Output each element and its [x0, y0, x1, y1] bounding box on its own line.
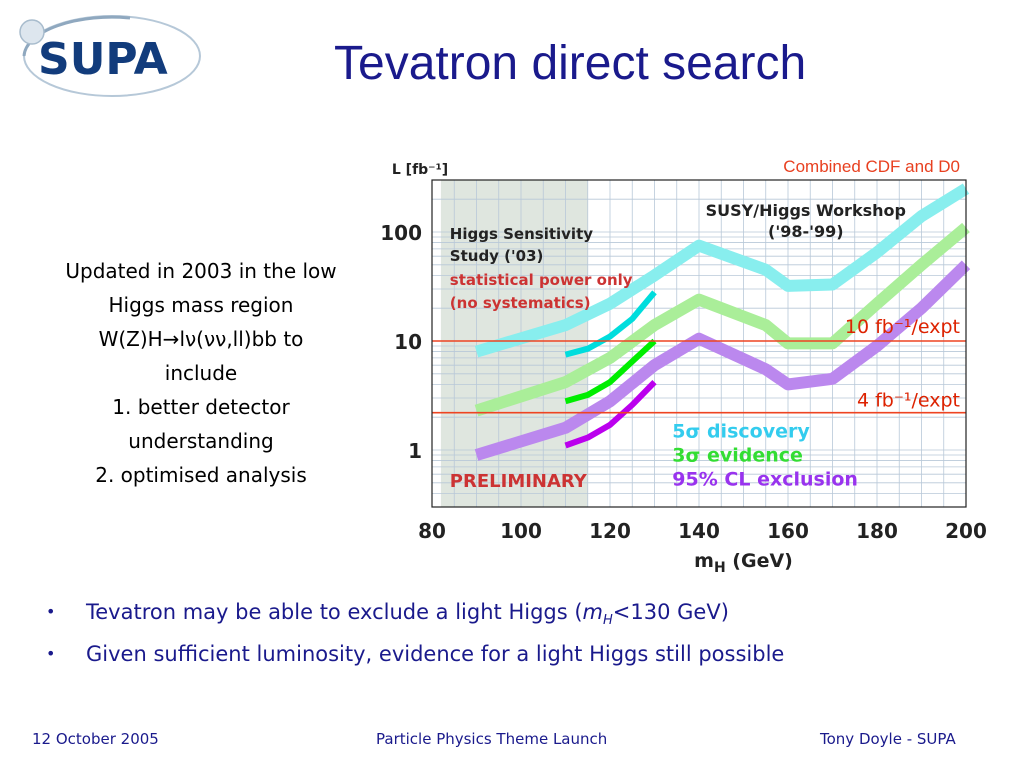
bullet-text: Given sufficient luminosity, evidence fo… — [86, 642, 785, 666]
x-tick-label: 180 — [856, 519, 898, 543]
description-line: Updated in 2003 in the low — [65, 259, 337, 283]
combined-label: Combined CDF and D0 — [783, 157, 960, 176]
footer-event: Particle Physics Theme Launch — [376, 730, 608, 748]
description-line: include — [164, 361, 238, 385]
bullet-text: Tevatron may be able to exclude a light … — [86, 600, 729, 628]
plot-frame — [431, 179, 967, 508]
study-label-1: Higgs Sensitivity — [450, 225, 593, 243]
study-label-2: Study ('03) — [450, 247, 544, 265]
bullet-text-pre: Tevatron may be able to exclude a light … — [86, 600, 583, 624]
description-line: W(Z)H→lν(νν,ll)bb to — [98, 327, 304, 351]
y-axis-label: L [fb⁻¹] — [392, 162, 448, 178]
bullet-list: • Tevatron may be able to exclude a ligh… — [46, 596, 785, 680]
preliminary-label: PRELIMINARY — [450, 471, 588, 492]
footer-date: 12 October 2005 — [32, 730, 159, 748]
bullet-text-em: m — [582, 600, 604, 624]
bullet-item: • Tevatron may be able to exclude a ligh… — [46, 596, 784, 638]
series-band-1 — [474, 222, 970, 417]
y-tick-label: 1 — [408, 439, 422, 463]
y-tick-label: 100 — [380, 221, 422, 245]
legend-entry: 95% CL exclusion — [672, 468, 858, 490]
bullet-text-sub: H — [603, 613, 613, 629]
y-tick-label: 10 — [394, 330, 422, 354]
line-10fb-label: 10 fb⁻¹/expt — [845, 316, 960, 338]
x-tick-label: 80 — [418, 519, 446, 543]
line-4fb-label: 4 fb⁻¹/expt — [857, 390, 960, 412]
x-tick-label: 200 — [945, 519, 987, 543]
workshop-label-1: SUSY/Higgs Workshop — [706, 201, 906, 220]
workshop-label-2: ('98-'99) — [768, 222, 844, 241]
x-axis-label: mH (GeV) — [694, 550, 793, 576]
legend-entry: 5σ discovery — [672, 420, 810, 442]
legend-entry: 3σ evidence — [672, 444, 803, 466]
supa-logo: SUPA — [10, 10, 202, 98]
bullet-text-post: <130 GeV) — [612, 600, 729, 624]
higgs-sensitivity-chart: 80 100 120 140 160 180 200 100 10 1 L [fb⁻¹] mH (Ge… — [370, 152, 990, 580]
slide-title: Tevatron direct search — [334, 37, 807, 90]
description-line: 2. optimised analysis — [95, 463, 307, 487]
bullet-item: • Given sufficient luminosity, evidence … — [46, 638, 785, 680]
study-series-1 — [564, 338, 657, 405]
x-tick-label: 160 — [767, 519, 809, 543]
bullet-symbol: • — [46, 602, 56, 621]
study-series-0 — [564, 290, 657, 358]
x-tick-label: 140 — [678, 519, 720, 543]
study-label-3: statistical power only — [450, 271, 633, 289]
x-tick-label: 100 — [500, 519, 542, 543]
series-band-0 — [474, 183, 970, 358]
update-description: Updated in 2003 in the low Higgs mass re… — [22, 254, 380, 492]
logo-text: SUPA — [38, 34, 168, 85]
description-line: Higgs mass region — [108, 293, 294, 317]
description-line: understanding — [128, 429, 274, 453]
study-label-4: (no systematics) — [450, 294, 591, 312]
bullet-symbol: • — [46, 644, 56, 663]
footer-author: Tony Doyle - SUPA — [820, 730, 956, 748]
study-series-2 — [564, 380, 657, 449]
x-tick-label: 120 — [589, 519, 631, 543]
series-band-2 — [474, 260, 971, 461]
description-line: 1. better detector — [112, 395, 290, 419]
